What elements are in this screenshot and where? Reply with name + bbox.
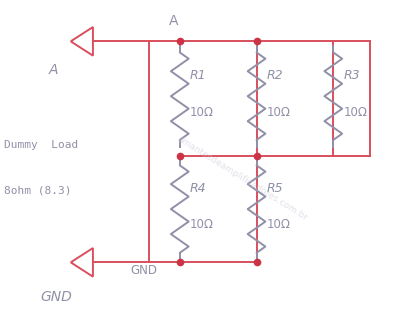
Text: R1: R1: [190, 69, 206, 82]
Text: R4: R4: [190, 182, 206, 195]
Text: A: A: [48, 63, 58, 77]
Text: 10Ω: 10Ω: [190, 106, 214, 119]
Text: 10Ω: 10Ω: [190, 218, 214, 232]
Text: 10Ω: 10Ω: [267, 106, 290, 119]
Text: GND: GND: [130, 264, 157, 277]
Text: 10Ω: 10Ω: [343, 106, 367, 119]
Text: GND: GND: [40, 290, 72, 304]
Text: R5: R5: [267, 182, 283, 195]
Text: Dummy  Load: Dummy Load: [4, 140, 78, 150]
Text: A: A: [169, 14, 179, 28]
Text: amantesdeamplificadores.com.br: amantesdeamplificadores.com.br: [176, 134, 309, 222]
Text: 10Ω: 10Ω: [267, 218, 290, 232]
Text: R3: R3: [343, 69, 360, 82]
Text: R2: R2: [267, 69, 283, 82]
Text: 8ohm (8.3): 8ohm (8.3): [4, 186, 72, 196]
